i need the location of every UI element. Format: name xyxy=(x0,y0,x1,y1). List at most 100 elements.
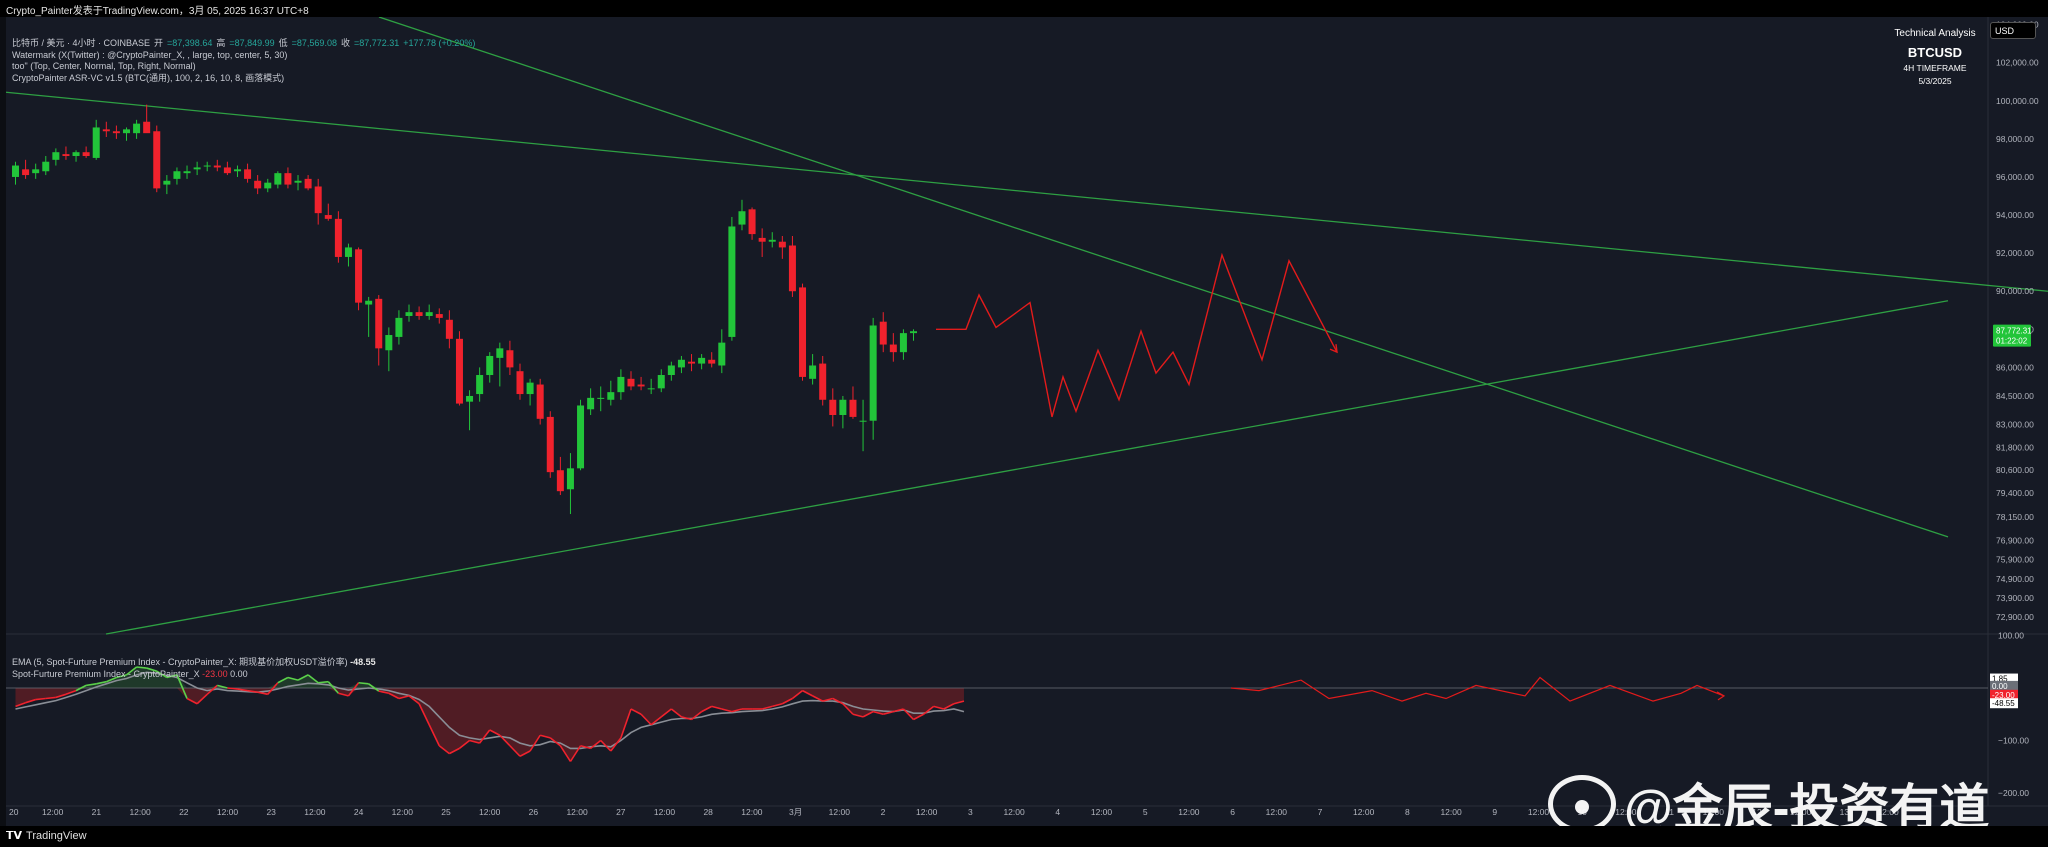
ema-line xyxy=(15,671,965,750)
time-tick-label: 12:00 xyxy=(129,807,151,817)
premium-segment xyxy=(832,697,844,705)
price-tick-label: 100,000.00 xyxy=(1996,96,2039,106)
candle-body xyxy=(244,169,252,179)
time-tick-label: 12:00 xyxy=(1703,807,1725,817)
price-tick-label: 79,400.00 xyxy=(1996,488,2034,498)
legend-asr-indicator[interactable]: CryptoPainter ASR-VC v1.5 (BTC(通用), 100,… xyxy=(12,72,285,83)
candle-body xyxy=(143,121,151,134)
chart-svg[interactable]: 104,000.00102,000.00100,000.0098,000.009… xyxy=(6,17,2048,826)
candle-body xyxy=(304,178,312,189)
premium-segment xyxy=(338,692,349,697)
premium-tick-label: −200.00 xyxy=(1998,788,2029,798)
candle-body xyxy=(708,359,716,364)
candle-body xyxy=(223,167,231,174)
price-tick-label: 74,900.00 xyxy=(1996,574,2034,584)
premium-segment xyxy=(96,680,107,685)
time-tick-label: 12:00 xyxy=(304,807,326,817)
candle-body xyxy=(52,152,60,160)
candle-body xyxy=(32,169,40,174)
export-title: Crypto_Painter发表于TradingView.com，3月 05, … xyxy=(6,6,309,17)
premium-tick-label: −100.00 xyxy=(1998,736,2029,746)
price-tick-label: 72,900.00 xyxy=(1996,612,2034,622)
premium-legend-label[interactable]: Spot-Furture Premium Index - CryptoPaint… xyxy=(12,668,200,679)
candle-body xyxy=(233,169,241,172)
premium-segment xyxy=(267,682,279,695)
legend-change: +177.78 (+0.20%) xyxy=(403,38,476,48)
time-tick-label: 2 xyxy=(881,807,886,817)
candle-body xyxy=(435,314,443,318)
candle-body xyxy=(486,355,494,376)
legend-close-value: =87,772.31 xyxy=(353,38,400,48)
legend-symbol[interactable]: 比特币 / 美元 · 4小时 · COINBASE xyxy=(12,38,151,48)
candle-body xyxy=(809,365,817,379)
candle-body xyxy=(324,215,332,219)
candle-body xyxy=(314,186,322,214)
candle-body xyxy=(506,350,514,368)
premium-segment xyxy=(196,693,208,705)
candle-body xyxy=(607,392,615,400)
marker-premium-bg xyxy=(1990,689,2018,700)
candle-body xyxy=(375,298,383,349)
price-tick-label: 90,000.00 xyxy=(1996,286,2034,296)
legend-close-label: 收 xyxy=(340,38,350,48)
premium-segment xyxy=(640,713,652,726)
candle-body xyxy=(899,333,907,353)
last-price-badge xyxy=(1993,324,2031,347)
legend-high-label: 高 xyxy=(216,38,226,48)
premium-segment xyxy=(691,710,703,721)
legend-low-label: 低 xyxy=(278,38,288,48)
premium-segment xyxy=(883,710,894,716)
premium-segment xyxy=(499,734,511,747)
time-tick-label: 21 xyxy=(92,807,102,817)
premium-segment xyxy=(327,681,339,694)
candle-body xyxy=(526,382,534,395)
chart-area[interactable]: 104,000.00102,000.00100,000.0098,000.009… xyxy=(6,17,2048,826)
tradingview-brand[interactable]: 𝗧𝗩 TradingView xyxy=(6,829,87,843)
candle-body xyxy=(22,169,30,176)
premium-segment xyxy=(590,739,602,750)
time-tick-label: 12:00 xyxy=(1353,807,1375,817)
ema-legend-label[interactable]: EMA (5, Spot-Furture Premium Index - Cry… xyxy=(12,657,348,667)
candle-body xyxy=(748,209,756,235)
candle-body xyxy=(466,395,474,402)
premium-segment xyxy=(529,734,541,752)
analysis-date: 5/3/2025 xyxy=(1918,76,1952,86)
legend-open-value: =87,398.64 xyxy=(167,38,213,48)
candle-body xyxy=(193,167,201,170)
analysis-box: Technical Analysis BTCUSD 4H TIMEFRAME 5… xyxy=(1880,27,1990,88)
premium-segment xyxy=(822,697,833,702)
legend-text-indicator[interactable]: too" (Top, Center, Normal, Top, Right, N… xyxy=(12,61,196,71)
premium-segment xyxy=(166,674,178,679)
premium-segment xyxy=(650,716,662,726)
legend-watermark-indicator[interactable]: Watermark (X(Twitter) : @CryptoPainter_X… xyxy=(12,49,288,60)
premium-segment xyxy=(449,747,460,755)
legend-open-label: 开 xyxy=(154,38,164,48)
candle-body xyxy=(768,239,776,242)
candle-body xyxy=(133,123,141,134)
currency-badge[interactable]: USD xyxy=(1990,22,2036,39)
price-tick-label: 98,000.00 xyxy=(1996,134,2034,144)
premium-positive-fill xyxy=(15,667,964,688)
candle-body xyxy=(778,241,786,248)
candle-body xyxy=(556,470,564,492)
time-tick-label: 6 xyxy=(1230,807,1235,817)
time-tick-label: 12:00 xyxy=(1178,807,1200,817)
candle-body xyxy=(859,420,867,422)
time-tick-label: 12:00 xyxy=(741,807,763,817)
price-tick-label: 94,000.00 xyxy=(1996,210,2034,220)
candle-body xyxy=(264,182,272,189)
footer-bar: 𝗧𝗩 TradingView xyxy=(0,826,2048,847)
premium-segment xyxy=(347,682,360,697)
premium-segment xyxy=(781,697,793,705)
premium-segment xyxy=(45,696,56,700)
price-tick-label: 83,000.00 xyxy=(1996,420,2034,430)
time-tick-label: 24 xyxy=(354,807,364,817)
time-tick-label: 12:00 xyxy=(1440,807,1462,817)
premium-segment xyxy=(318,680,329,684)
time-tick-label: 12:00 xyxy=(1790,807,1812,817)
premium-segment xyxy=(55,693,67,699)
ema-legend-value: -48.55 xyxy=(350,657,376,667)
candle-body xyxy=(577,405,585,469)
candle-body xyxy=(415,312,423,316)
candle-body xyxy=(587,397,595,410)
